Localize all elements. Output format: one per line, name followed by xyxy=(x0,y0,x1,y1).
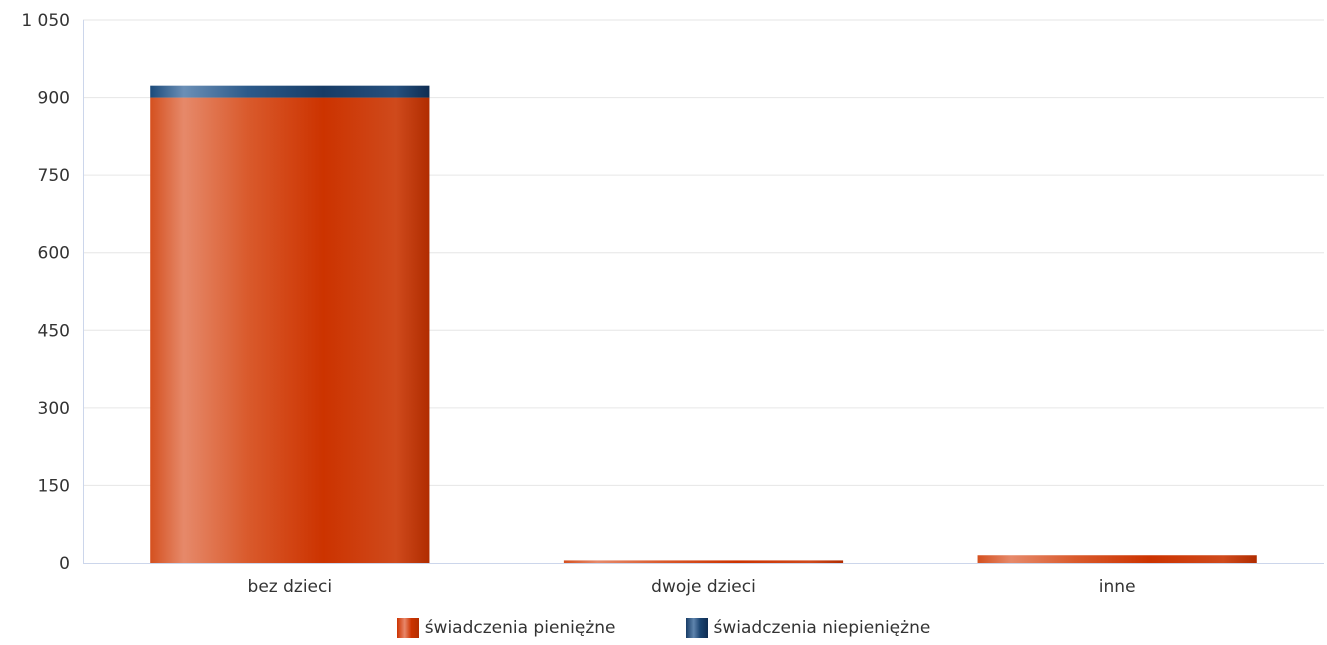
y-tick-label: 900 xyxy=(38,89,70,109)
y-tick-label: 600 xyxy=(38,244,70,264)
y-tick-label: 150 xyxy=(38,476,70,496)
bar-noncash[interactable] xyxy=(150,85,430,98)
bar-cash[interactable] xyxy=(150,97,430,564)
y-tick-label: 0 xyxy=(59,554,70,574)
y-tick-label: 450 xyxy=(38,321,70,341)
legend-label-noncash: świadczenia niepieniężne xyxy=(713,618,931,638)
y-tick-label: 1 050 xyxy=(21,11,70,31)
x-category-label: bez dzieci xyxy=(248,577,333,597)
x-category-label: dwoje dzieci xyxy=(651,577,756,597)
legend-item-cash[interactable]: świadczenia pieniężne xyxy=(396,618,616,638)
legend-item-noncash[interactable]: świadczenia niepieniężne xyxy=(685,618,931,638)
bar-chart: 0 150 300 450 600 750 900 1 050 bez dzieci dwoje … xyxy=(21,11,1324,597)
x-category-label: inne xyxy=(1099,577,1136,597)
legend-swatch-noncash xyxy=(685,618,708,638)
bar-cash[interactable] xyxy=(977,555,1257,563)
legend-swatch-cash xyxy=(396,618,419,638)
legend-label-cash: świadczenia pieniężne xyxy=(424,618,616,638)
y-tick-label: 300 xyxy=(38,399,70,419)
bar-cash[interactable] xyxy=(563,560,844,563)
legend: świadczenia pieniężne świadczenia niepie… xyxy=(0,618,1327,638)
y-tick-label: 750 xyxy=(38,166,70,186)
